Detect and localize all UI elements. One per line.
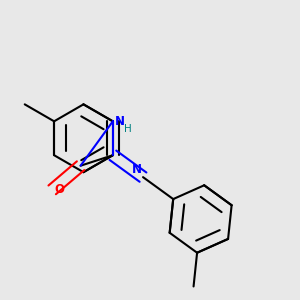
Text: H: H <box>124 124 132 134</box>
Text: N: N <box>132 163 142 176</box>
Text: N: N <box>115 115 125 128</box>
Text: O: O <box>54 183 64 196</box>
